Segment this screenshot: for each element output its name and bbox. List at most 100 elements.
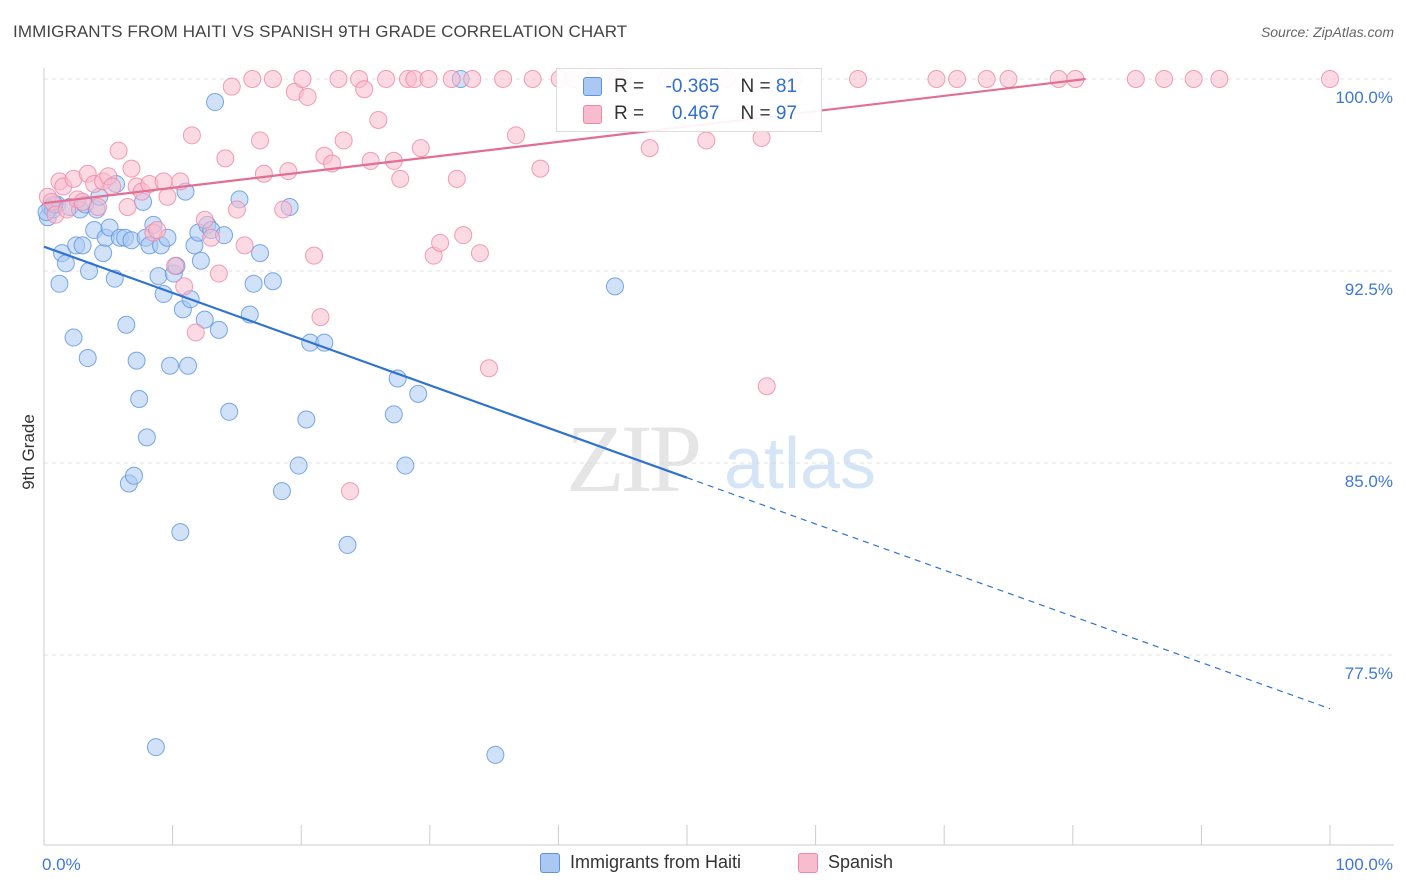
point-spanish [369,110,388,129]
point-haiti [117,315,136,334]
data-points [37,70,1339,764]
legend: Immigrants from Haiti Spanish [0,852,1406,878]
point-spanish [202,228,221,247]
point-spanish [195,210,214,229]
stats-legend: R = -0.365 N = 81 R = 0.467 N = 97 [556,68,822,132]
r-label: R = [614,103,645,124]
point-spanish [251,131,270,150]
point-haiti [605,277,624,296]
legend-swatch-haiti [540,852,560,873]
point-spanish [999,70,1018,88]
y-tick-label: 85.0% [1345,472,1393,491]
point-spanish [216,149,235,168]
trend-lines [43,77,1331,710]
legend-swatch-spanish [798,852,818,873]
point-haiti [78,349,97,368]
point-spanish [479,359,498,378]
point-haiti [149,267,168,286]
point-spanish [494,70,513,88]
point-spanish [222,77,241,96]
point-spanish [103,177,122,196]
point-spanish [531,159,550,178]
point-spanish [1184,70,1203,88]
point-haiti [220,402,239,421]
point-spanish [1126,70,1145,88]
y-axis-label: 9th Grade [19,414,38,490]
r-label: R = [614,76,645,97]
point-spanish [640,139,659,158]
point-spanish [506,126,525,145]
point-haiti [137,428,156,447]
point-spanish [166,256,185,275]
point-spanish [73,192,92,211]
point-haiti [263,272,282,291]
trend-line-haiti-extension [686,477,1331,710]
point-spanish [447,169,466,188]
point-spanish [341,482,360,501]
point-haiti [50,274,69,293]
n-label: N = [740,103,771,124]
point-haiti [94,244,113,263]
stats-swatch-haiti [583,77,602,96]
trend-line-haiti [43,245,688,479]
point-spanish [454,226,473,245]
watermark-atlas: atlas [724,424,876,504]
point-spanish [470,244,489,263]
point-spanish [243,70,262,88]
axes [43,68,1394,846]
legend-item-haiti[interactable]: Immigrants from Haiti [540,852,741,873]
point-haiti [486,745,505,764]
stats-row-haiti: R = -0.365 N = 81 [614,74,797,100]
point-spanish [334,131,353,150]
point-spanish [355,80,374,99]
y-tick-label: 92.5% [1345,280,1393,299]
point-spanish [697,131,716,150]
point-spanish [209,264,228,283]
point-spanish [263,70,282,88]
point-spanish [419,70,438,88]
point-spanish [977,70,996,88]
point-spanish [293,70,312,88]
point-spanish [118,198,137,216]
point-haiti [64,328,83,347]
point-haiti [179,356,198,375]
point-haiti [171,523,190,542]
point-haiti [127,351,146,370]
source-label: Source: ZipAtlas.com [1260,24,1394,40]
point-spanish [311,308,330,327]
point-haiti [338,535,357,554]
point-spanish [1321,70,1339,88]
x-tick-label: 0.0% [42,855,81,874]
point-spanish [182,126,201,145]
point-haiti [206,93,225,112]
point-haiti [289,456,308,475]
point-haiti [73,236,92,255]
point-spanish [1210,70,1229,88]
stats-row-spanish: R = 0.467 N = 97 [614,101,797,127]
point-spanish [274,200,293,219]
point-spanish [109,141,128,160]
legend-item-spanish[interactable]: Spanish [798,852,893,873]
legend-label-haiti: Immigrants from Haiti [570,852,742,872]
point-spanish [305,246,324,265]
point-spanish [1049,70,1068,88]
point-spanish [757,377,776,396]
chart-title: IMMIGRANTS FROM HAITI VS SPANISH 9TH GRA… [13,22,628,41]
point-spanish [442,70,461,88]
point-haiti [251,244,270,263]
point-spanish [148,221,167,240]
x-tick-label: 100.0% [1335,855,1393,874]
point-haiti [409,384,428,403]
point-haiti [154,285,173,304]
r-value: -0.365 [665,76,720,97]
n-label: N = [740,76,771,97]
y-tick-label: 77.5% [1345,664,1393,683]
stats-swatch-spanish [583,105,602,124]
point-spanish [391,169,410,188]
point-spanish [158,187,177,206]
trend-line-spanish [43,77,1086,205]
point-haiti [146,738,165,757]
point-spanish [227,200,246,219]
tick-labels: 100.0% 92.5% 85.0% 77.5% 0.0% 100.0% [42,88,1393,874]
